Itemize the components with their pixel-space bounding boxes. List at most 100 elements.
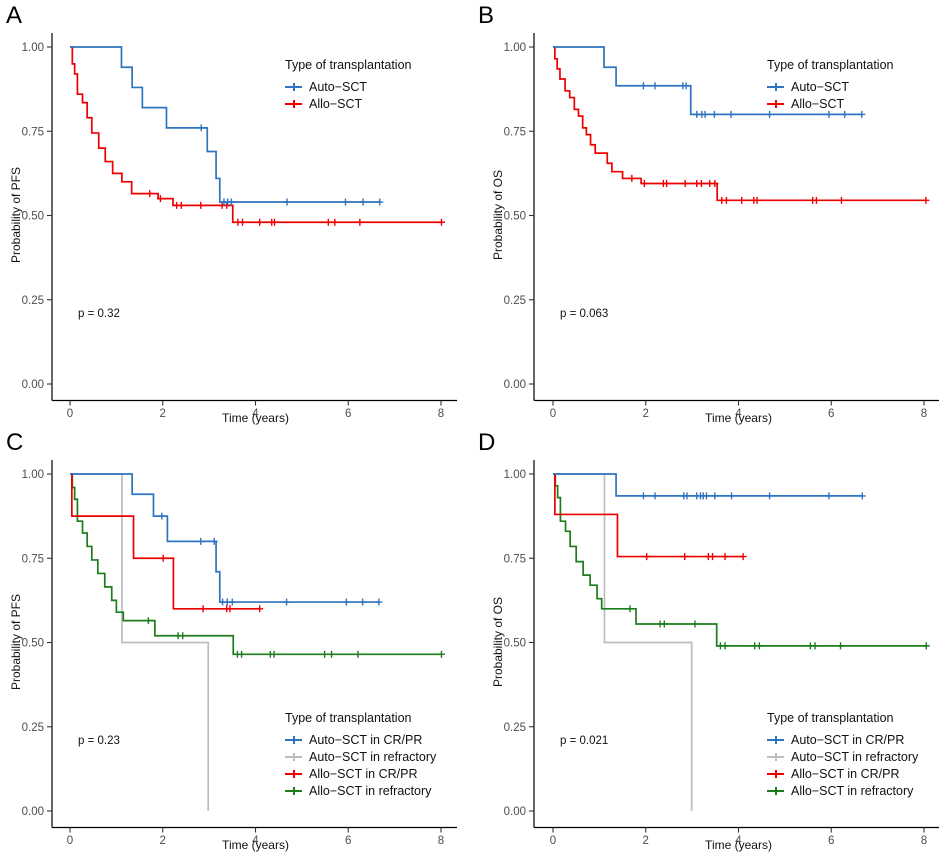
km-curve (553, 473, 927, 647)
y-axis-title-a: Probability of PFS (9, 166, 23, 264)
y-tick-label: 0.50 (504, 211, 526, 223)
y-tick-label: 1.00 (22, 42, 44, 54)
censor-line-icon (767, 750, 784, 763)
y-tick-label: 1.00 (504, 469, 526, 481)
x-tick-label: 0 (67, 408, 73, 420)
p-value-b: p = 0.063 (560, 308, 609, 320)
y-tick-label: 0.50 (504, 638, 526, 650)
censor-marks (639, 82, 866, 118)
censor-marks (144, 617, 445, 658)
censor-line-icon (767, 733, 784, 746)
x-axis-title-c: Time (years) (222, 838, 289, 852)
x-tick-label: 2 (643, 408, 649, 420)
x-tick-label: 2 (160, 408, 166, 420)
x-tick-label: 4 (735, 408, 742, 420)
legend-title: Type of transplantation (767, 58, 894, 72)
km-plot-b: 0 2 4 6 8 0.00 0.25 0.50 0.75 1.00 (504, 33, 939, 420)
panel-c: 0 2 4 6 8 0.00 0.25 0.50 0.75 1.00 C Probability … (0, 427, 471, 854)
x-tick-label: 2 (643, 835, 649, 847)
y-tick-label: 0.50 (22, 638, 44, 650)
censor-marks (197, 124, 384, 206)
legend-item: Auto−SCT (767, 78, 893, 95)
censor-line-icon (767, 767, 784, 780)
censor-line-icon (285, 750, 302, 763)
km-curve (70, 473, 442, 656)
legend-item-label: Allo−SCT in refractory (309, 783, 432, 798)
censor-marks (626, 605, 930, 650)
legend-item: Allo−SCT (285, 95, 411, 112)
legend-item: Allo−SCT in CR/PR (285, 765, 436, 782)
x-tick-label: 8 (438, 835, 444, 847)
legend-c: Type of transplantation Auto−SCT in CR/P… (285, 710, 436, 799)
censor-line-icon (285, 80, 302, 93)
km-curve (553, 473, 693, 811)
x-tick-label: 6 (828, 408, 834, 420)
censor-marks (158, 512, 383, 606)
y-tick-label: 0.25 (22, 722, 44, 734)
censor-line-icon (767, 80, 784, 93)
censor-marks (643, 553, 747, 561)
legend-title: Type of transplantation (285, 711, 412, 725)
censor-marks (146, 190, 445, 226)
km-curve (70, 46, 380, 203)
legend-title: Type of transplantation (767, 711, 894, 725)
legend-item: Allo−SCT in refractory (285, 782, 436, 799)
x-tick-label: 0 (550, 408, 556, 420)
legend-item-label: Auto−SCT (791, 79, 850, 94)
legend-item: Allo−SCT (767, 95, 893, 112)
panel-letter-d: D (478, 429, 496, 456)
legend-item-label: Allo−SCT in CR/PR (309, 766, 418, 781)
censor-line-icon (767, 97, 784, 110)
km-plot-c: 0 2 4 6 8 0.00 0.25 0.50 0.75 1.00 (22, 460, 457, 847)
legend-item: Allo−SCT in CR/PR (767, 765, 918, 782)
y-tick-label: 0.75 (22, 126, 44, 138)
x-tick-label: 6 (345, 835, 351, 847)
legend-item: Allo−SCT in refractory (767, 782, 918, 799)
km-plot-a: 0 2 4 6 8 0.00 0.25 0.50 0.75 1.00 (22, 33, 457, 420)
km-curve (70, 473, 210, 811)
panel-b: 0 2 4 6 8 0.00 0.25 0.50 0.75 1.00 B Probability … (472, 0, 943, 427)
x-tick-label: 6 (345, 408, 351, 420)
censor-marks (639, 492, 866, 500)
censor-marks (628, 174, 930, 204)
legend-item-label: Auto−SCT (309, 79, 368, 94)
x-tick-label: 0 (67, 835, 73, 847)
x-tick-label: 2 (160, 835, 166, 847)
censor-line-icon (285, 97, 302, 110)
panel-letter-b: B (478, 2, 495, 29)
y-tick-label: 0.00 (22, 806, 44, 818)
legend-item-label: Allo−SCT in refractory (791, 783, 914, 798)
km-curve (70, 473, 379, 603)
x-tick-label: 4 (735, 835, 742, 847)
km-curve (553, 473, 744, 558)
y-axis-title-c: Probability of PFS (9, 593, 23, 691)
y-axis-title-b: Probability of OS (491, 169, 505, 261)
panel-letter-a: A (6, 2, 23, 29)
x-tick-label: 0 (550, 835, 556, 847)
legend-item-label: Allo−SCT in CR/PR (791, 766, 900, 781)
x-axis-title-b: Time (years) (705, 411, 772, 425)
legend-title: Type of transplantation (285, 58, 412, 72)
km-curve (70, 473, 260, 610)
legend-b: Type of transplantation Auto−SCT Allo−SC… (767, 57, 893, 112)
legend-item: Auto−SCT in refractory (767, 748, 918, 765)
y-tick-label: 0.75 (504, 553, 526, 565)
x-tick-label: 8 (921, 408, 927, 420)
y-tick-label: 0.50 (22, 211, 44, 223)
y-tick-label: 0.00 (504, 806, 526, 818)
x-tick-label: 6 (828, 835, 834, 847)
legend-a: Type of transplantation Auto−SCT Allo−SC… (285, 57, 411, 112)
legend-item: Auto−SCT in CR/PR (767, 731, 918, 748)
km-plot-d: 0 2 4 6 8 0.00 0.25 0.50 0.75 1.00 (504, 460, 939, 847)
legend-item-label: Allo−SCT (791, 96, 845, 111)
x-axis-title-d: Time (years) (705, 838, 772, 852)
y-tick-label: 0.25 (22, 295, 44, 307)
km-curve (553, 473, 863, 497)
legend-item: Auto−SCT (285, 78, 411, 95)
y-tick-label: 1.00 (22, 469, 44, 481)
p-value-d: p = 0.021 (560, 735, 609, 747)
panel-a: 0 2 4 6 8 0.00 0.25 0.50 0.75 1.00 A Probability … (0, 0, 471, 427)
legend-item-label: Allo−SCT (309, 96, 363, 111)
y-tick-label: 0.75 (504, 126, 526, 138)
